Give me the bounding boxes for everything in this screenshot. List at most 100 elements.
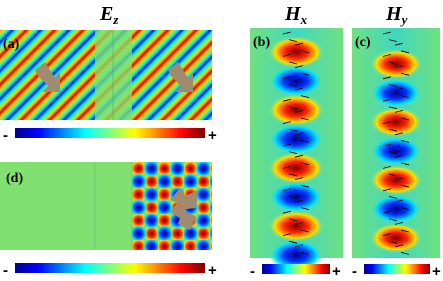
- field-arrow: [382, 54, 392, 57]
- field-arrow: [282, 233, 292, 236]
- field-arrow: [400, 72, 410, 76]
- panel-b: (b): [250, 28, 343, 271]
- field-arrow: [382, 121, 392, 124]
- heading-hy: Hy: [385, 3, 408, 27]
- field-arrow: [300, 95, 310, 98]
- field-arrow: [294, 110, 304, 113]
- field-lobe: [268, 94, 324, 126]
- field-arrow: [288, 84, 298, 87]
- field-arrow: [400, 252, 410, 255]
- field-lobe: [370, 194, 422, 224]
- field-arrow: [288, 196, 298, 199]
- colorbar-max: +: [332, 263, 341, 280]
- panel-label: (b): [253, 35, 270, 50]
- field-arrow: [382, 210, 392, 214]
- field-arrow: [382, 233, 392, 236]
- field-arrow: [282, 143, 292, 147]
- field-arrow: [300, 50, 310, 54]
- field-arrow: [288, 240, 298, 244]
- colorbar-min: -: [250, 263, 255, 280]
- field-arrow: [382, 166, 392, 169]
- field-arrow: [400, 117, 410, 121]
- field-arrow: [394, 154, 404, 158]
- field-arrow: [382, 188, 392, 192]
- colorbar-max: +: [208, 127, 217, 144]
- field-arrow: [388, 218, 398, 222]
- field-lobe: [370, 223, 422, 253]
- field-lobe: [370, 165, 422, 195]
- field-arrow: [294, 222, 304, 225]
- field-arrow: [288, 106, 298, 110]
- field-arrow: [400, 140, 410, 143]
- field-arrow: [294, 65, 304, 68]
- field-arrow: [388, 196, 398, 199]
- field-arrow: [400, 162, 410, 166]
- heading-hx: Hx: [284, 3, 308, 27]
- field-arrow: [300, 117, 310, 121]
- field-lobe: [268, 36, 324, 68]
- colorbar: [15, 128, 205, 138]
- panel-label: (c): [355, 35, 371, 50]
- colorbar-max: +: [208, 262, 217, 279]
- field-arrow: [288, 39, 298, 42]
- field-arrow: [294, 177, 304, 180]
- field-arrow: [388, 151, 398, 154]
- field-arrow: [288, 173, 298, 177]
- field-arrow: [300, 72, 310, 76]
- field-arrow: [388, 106, 398, 110]
- colorbar: [364, 264, 430, 274]
- field-lobe: [268, 152, 324, 184]
- field-arrow: [400, 229, 410, 233]
- field-arrow: [288, 151, 298, 154]
- colorbar-max: +: [432, 263, 441, 280]
- field-arrow: [300, 162, 310, 166]
- panel-c: (c): [352, 28, 440, 258]
- field-arrow: [294, 132, 304, 136]
- field-lobe: [268, 123, 324, 155]
- field-lobe: [268, 65, 324, 97]
- field-lobe: [268, 239, 324, 271]
- field-arrow: [282, 31, 292, 35]
- field-arrow: [388, 128, 398, 132]
- field-arrow: [388, 84, 398, 87]
- field-arrow: [400, 207, 410, 210]
- field-arrow: [388, 39, 398, 42]
- field-arrow: [294, 87, 304, 91]
- field-arrow: [388, 240, 398, 244]
- field-arrow: [288, 128, 298, 132]
- field-arrow: [294, 244, 304, 248]
- colorbar: [15, 263, 205, 273]
- field-lobe: [370, 78, 422, 108]
- field-arrow: [382, 76, 392, 80]
- field-arrow: [394, 199, 404, 203]
- field-arrow: [382, 98, 392, 102]
- field-arrow: [394, 65, 404, 68]
- panel-d: (d): [0, 162, 212, 250]
- field-arrow: [394, 42, 404, 46]
- field-arrow: [388, 61, 398, 65]
- colorbar-min: -: [352, 263, 357, 280]
- field-arrow: [294, 42, 304, 46]
- field-arrow: [282, 210, 292, 214]
- field-arrow: [400, 50, 410, 54]
- field-arrow: [282, 76, 292, 80]
- field-arrow: [282, 121, 292, 124]
- field-lobe: [268, 210, 324, 242]
- field-arrow: [400, 95, 410, 98]
- field-arrow: [300, 252, 310, 255]
- field-arrow: [294, 154, 304, 158]
- panel-label: (d): [6, 171, 23, 186]
- field-lobe: [370, 136, 422, 166]
- field-arrow: [300, 207, 310, 210]
- field-arrow: [394, 177, 404, 180]
- field-arrow: [388, 173, 398, 177]
- field-arrow: [288, 61, 298, 65]
- colorbar-min: -: [3, 262, 8, 279]
- field-arrow: [300, 184, 310, 188]
- field-arrow: [394, 110, 404, 113]
- field-lobe: [370, 107, 422, 137]
- field-arrow: [394, 132, 404, 136]
- colorbar-min: -: [3, 127, 8, 144]
- field-arrow: [282, 54, 292, 57]
